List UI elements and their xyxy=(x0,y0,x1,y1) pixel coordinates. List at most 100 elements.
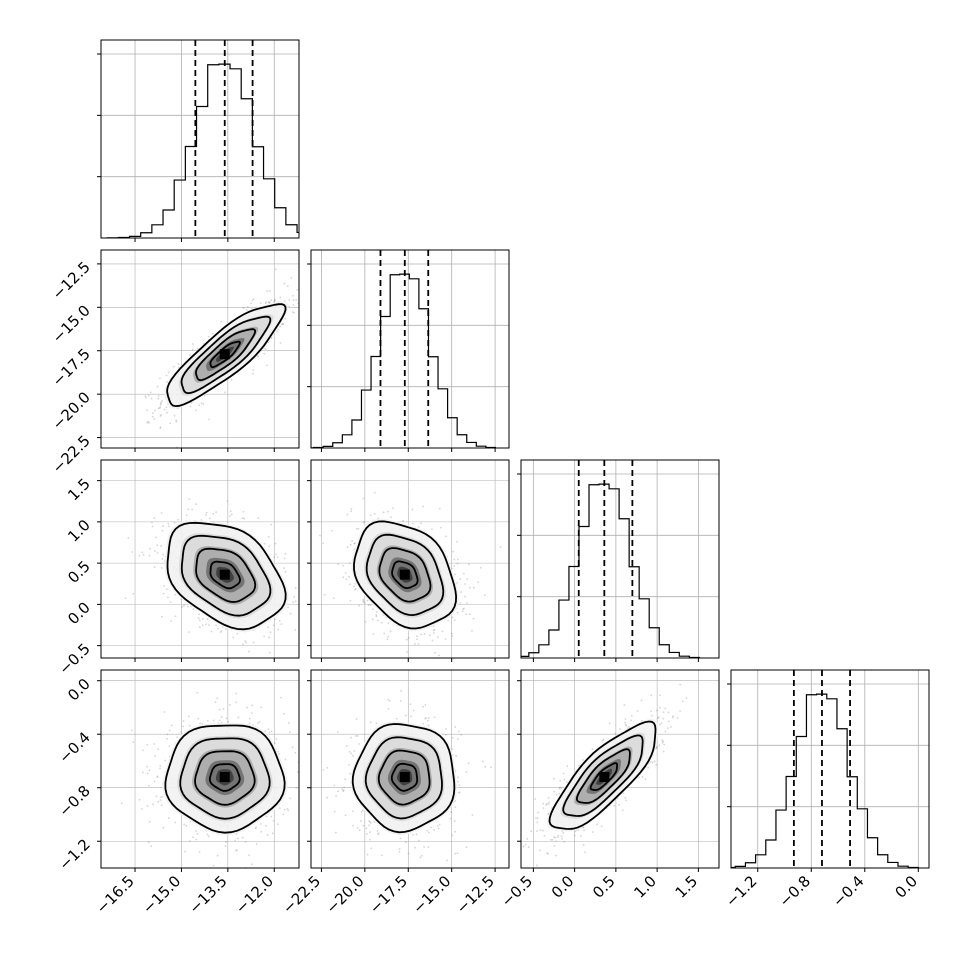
scatter-point xyxy=(398,848,401,850)
scatter-point xyxy=(451,635,454,638)
scatter-point xyxy=(277,628,280,631)
scatter-point xyxy=(279,296,282,299)
scatter-point xyxy=(334,831,337,834)
scatter-point xyxy=(157,800,160,803)
scatter-point xyxy=(456,582,458,584)
scatter-point xyxy=(530,830,533,833)
scatter-point xyxy=(301,591,303,593)
scatter-point xyxy=(168,729,171,732)
scatter-point xyxy=(376,833,379,836)
scatter-point xyxy=(465,602,468,604)
panel-content xyxy=(101,268,299,448)
scatter-point xyxy=(230,513,233,516)
scatter-point xyxy=(412,709,415,712)
scatter-point xyxy=(248,650,250,653)
scatter-point xyxy=(342,790,345,792)
scatter-point xyxy=(490,766,493,769)
histogram-step xyxy=(311,273,497,448)
scatter-point xyxy=(177,518,180,521)
scatter-point xyxy=(211,332,214,335)
scatter-point xyxy=(433,716,436,719)
scatter-point xyxy=(342,789,345,792)
x-tick-label: −12.5 xyxy=(453,872,498,917)
scatter-point xyxy=(630,714,633,717)
scatter-point xyxy=(157,395,160,397)
scatter-point xyxy=(548,801,551,804)
scatter-point xyxy=(220,721,223,724)
scatter-point xyxy=(132,741,135,744)
scatter-point xyxy=(369,514,372,517)
scatter-point xyxy=(351,540,354,542)
y-tick-label: −0.4 xyxy=(55,728,93,766)
scatter-point xyxy=(168,525,170,528)
scatter-point xyxy=(176,736,179,739)
scatter-point xyxy=(417,643,420,645)
scatter-point xyxy=(144,395,147,398)
scatter-point xyxy=(357,528,360,530)
x-tick-label: −16.5 xyxy=(93,872,138,917)
contour-line xyxy=(391,560,419,589)
scatter-point xyxy=(159,403,162,406)
scatter-point xyxy=(661,741,664,744)
scatter-point xyxy=(149,547,151,550)
scatter-point xyxy=(148,421,150,424)
scatter-point xyxy=(436,636,439,638)
scatter-point xyxy=(147,784,150,787)
scatter-point xyxy=(413,642,416,645)
scatter-point xyxy=(353,585,355,588)
y-tick-label: 0.0 xyxy=(64,675,94,705)
scatter-point xyxy=(146,743,149,746)
scatter-point xyxy=(160,413,162,416)
scatter-point xyxy=(269,631,272,634)
scatter-point xyxy=(438,654,440,657)
scatter-point xyxy=(290,277,293,279)
scatter-point xyxy=(255,875,257,877)
density-peak xyxy=(219,772,230,783)
scatter-point xyxy=(150,397,153,400)
scatter-point xyxy=(270,523,273,526)
scatter-point xyxy=(375,614,378,616)
scatter-point xyxy=(369,831,372,833)
scatter-point xyxy=(560,835,563,838)
scatter-point xyxy=(207,835,210,838)
x-tick-label: −15.0 xyxy=(409,872,454,917)
scatter-point xyxy=(173,414,176,417)
scatter-point xyxy=(624,723,627,726)
scatter-point xyxy=(382,511,385,514)
scatter-point xyxy=(449,817,452,820)
scatter-point xyxy=(255,826,258,829)
contour-line xyxy=(390,762,419,792)
scatter-point xyxy=(323,593,326,596)
scatter-point xyxy=(283,712,285,715)
scatter-point xyxy=(189,840,191,843)
scatter-point xyxy=(164,759,167,762)
scatter-point xyxy=(355,527,358,530)
scatter-point xyxy=(284,758,287,761)
scatter-point xyxy=(201,624,204,627)
scatter-point xyxy=(358,604,361,607)
scatter-point xyxy=(366,832,368,835)
panel-frame xyxy=(520,459,720,659)
scatter-point xyxy=(160,615,163,618)
scatter-point xyxy=(573,834,576,837)
scatter-point xyxy=(165,411,168,414)
scatter-point xyxy=(387,707,390,710)
scatter-point xyxy=(156,776,159,779)
scatter-point xyxy=(284,317,287,320)
scatter-point xyxy=(352,754,354,757)
scatter-point xyxy=(147,841,150,844)
marginal-histogram-panel-1 xyxy=(307,249,510,452)
scatter-point xyxy=(294,629,297,631)
scatter-point xyxy=(142,553,145,556)
scatter-point xyxy=(174,615,177,618)
scatter-point xyxy=(291,746,294,749)
scatter-point xyxy=(293,596,296,598)
scatter-point xyxy=(163,585,166,587)
scatter-point xyxy=(303,599,305,601)
scatter-point xyxy=(433,829,436,831)
joint-panel-2-3: −0.5 0.0 0.5 1.0 1.5 xyxy=(498,669,720,911)
scatter-point xyxy=(151,415,154,418)
scatter-point xyxy=(438,823,441,826)
scatter-point xyxy=(296,288,299,291)
